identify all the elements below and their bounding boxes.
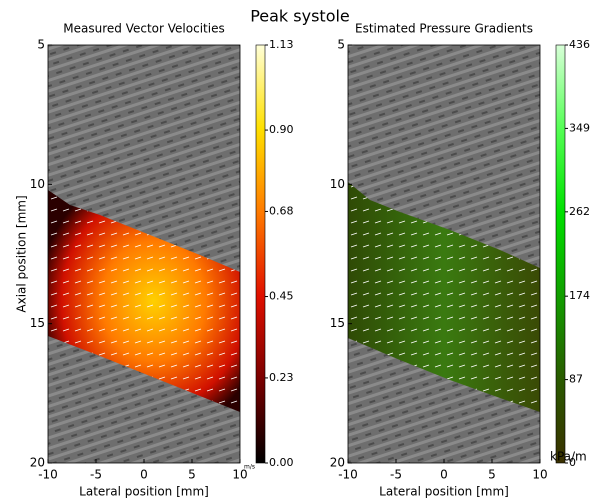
y-tick-label: 20: [30, 456, 45, 470]
y-tick-label: 5: [337, 38, 345, 52]
colorbar-tick-label: 0.23: [269, 371, 294, 384]
ultrasound-image: [48, 45, 540, 463]
y-tick-label: 10: [330, 177, 345, 191]
vector-arrows: [48, 190, 240, 412]
x-axis-label: Lateral position [mm]: [379, 485, 509, 499]
x-tick-label: 10: [532, 468, 547, 482]
colorbar-label: kPa/m: [550, 450, 587, 464]
colorbar-tick-label: 174: [569, 289, 590, 302]
x-tick-label: -10: [338, 468, 358, 482]
x-tick-label: 5: [488, 468, 496, 482]
colorbar-tick-label: 0: [569, 456, 576, 469]
colorbar-tick-label: 262: [569, 205, 590, 218]
x-tick-label: -5: [90, 468, 102, 482]
y-tick-label: 15: [30, 316, 45, 330]
x-tick-label: -5: [390, 468, 402, 482]
y-axis-label: Axial position [mm]: [15, 195, 29, 312]
colorbar-tick-label: 436: [569, 38, 590, 51]
colorbar: [555, 44, 566, 464]
colorbar: [255, 44, 266, 464]
x-tick-label: 0: [440, 468, 448, 482]
y-tick-label: 10: [30, 177, 45, 191]
colorbar-label: m/s: [244, 464, 255, 471]
colorbar-tick-label: 0.68: [269, 204, 294, 217]
colorbar-tick-label: 87: [569, 373, 583, 386]
vector-arrows: [348, 182, 540, 412]
y-tick-label: 15: [330, 316, 345, 330]
colorbar-tick-label: 0.45: [269, 290, 294, 303]
y-tick-label: 5: [37, 38, 45, 52]
x-tick-label: -10: [38, 468, 58, 482]
x-tick-label: 5: [188, 468, 196, 482]
colorbar-tick-label: 349: [569, 121, 590, 134]
colorbar-tick-label: 0.90: [269, 123, 294, 136]
figure-title: Peak systole: [250, 7, 350, 26]
x-tick-label: 0: [140, 468, 148, 482]
y-tick-label: 20: [330, 456, 345, 470]
x-axis-label: Lateral position [mm]: [79, 485, 209, 499]
colorbar-tick-label: 0.00: [269, 456, 294, 469]
x-tick-label: 10: [232, 468, 247, 482]
colorbar-tick-label: 1.13: [269, 38, 294, 51]
panel-title: Measured Vector Velocities: [63, 22, 224, 36]
panel-title: Estimated Pressure Gradients: [355, 22, 533, 36]
